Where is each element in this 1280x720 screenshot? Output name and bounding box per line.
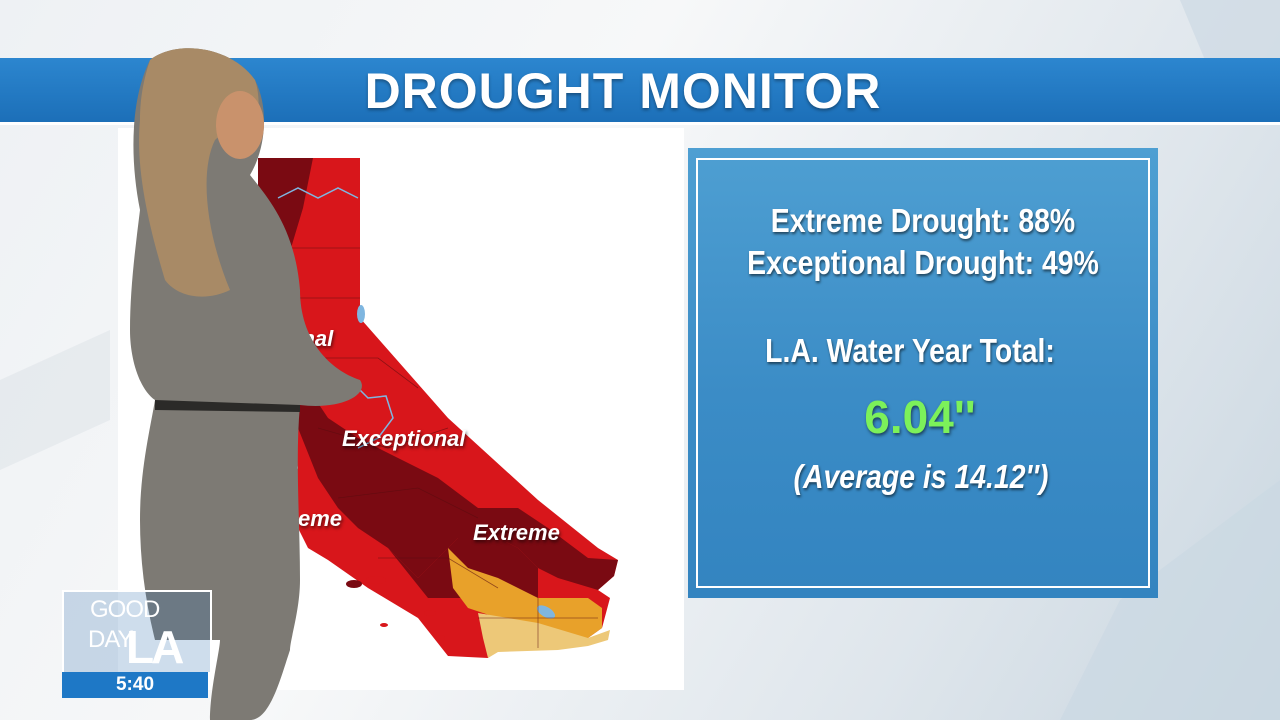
map-county-lines: [288, 247, 598, 648]
water-year-value: 6.04'': [864, 391, 976, 443]
info-panel: Extreme Drought: 88% Exceptional Drought…: [688, 148, 1158, 598]
station-logo: GOOD DAY LA 5:40: [62, 590, 212, 698]
logo-text-day: DAY: [88, 626, 134, 653]
logo-text-la: LA: [126, 621, 184, 673]
map-region-exceptional: [258, 158, 618, 590]
info-panel-border: [696, 158, 1150, 588]
time-display: 5:40: [62, 672, 208, 698]
logo-frame: GOOD DAY LA: [62, 590, 212, 674]
map-island: [346, 580, 362, 588]
map-region-moderate: [478, 613, 610, 658]
map-label-extreme: Extreme: [473, 520, 560, 545]
water-year-label: L.A. Water Year Total:: [765, 332, 1055, 369]
map-island: [435, 635, 445, 641]
page-title: DROUGHT MONITOR: [364, 63, 882, 119]
california-drought-map: [258, 158, 618, 658]
map-lake: [357, 305, 365, 323]
map-island: [380, 623, 388, 627]
logo-text-good: GOOD: [90, 596, 160, 623]
map-region-severe: [448, 548, 602, 640]
map-label-exceptional: Exceptional: [342, 426, 466, 451]
extreme-drought-stat: Extreme Drought: 88%: [770, 202, 1076, 239]
exceptional-drought-stat: Exceptional Drought: 49%: [747, 244, 1099, 281]
map-river: [347, 377, 394, 449]
average-note: (Average is 14.12''): [793, 458, 1049, 495]
map-lake: [536, 605, 556, 619]
map-island: [366, 576, 386, 584]
map-label-extreme-partial: eme: [298, 506, 343, 531]
map-river: [277, 187, 359, 199]
map-island: [424, 610, 436, 616]
